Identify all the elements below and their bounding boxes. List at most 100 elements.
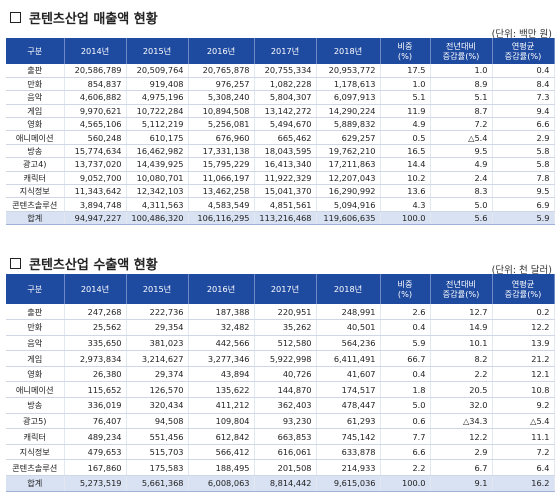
- table-cell: 336,019: [64, 397, 127, 414]
- column-header: 2016년: [188, 274, 255, 304]
- table-cell: 21.2: [492, 350, 555, 367]
- table-row: 콘텐츠솔루션 167,860 175,583 188,495 201,508 214,93…: [6, 459, 555, 477]
- table-cell: 40,501: [316, 319, 381, 336]
- column-header: 비중 (%): [380, 38, 431, 64]
- table-cell: 11,343,642: [64, 184, 127, 199]
- row-label: 캐릭터: [6, 171, 65, 186]
- table-cell: 5,922,998: [254, 350, 317, 367]
- row-label: 출판: [6, 64, 65, 78]
- table-cell: 478,447: [316, 397, 381, 414]
- table-cell: 20,755,334: [254, 64, 317, 78]
- table-cell: 9,970,621: [64, 104, 127, 119]
- table-cell: 10.8: [492, 381, 555, 399]
- table-cell: 479,653: [64, 444, 127, 461]
- table-cell: 17,211,863: [316, 157, 381, 172]
- table-cell: 5.0: [380, 397, 431, 414]
- table-cell: 61,293: [316, 413, 381, 430]
- table-cell: 610,175: [126, 130, 189, 145]
- table-cell: 9.1: [430, 475, 493, 492]
- row-label: 영화: [6, 117, 65, 132]
- table-cell: 14,290,224: [316, 104, 381, 119]
- table-cell: 16.5: [380, 144, 431, 159]
- table-row: 영화 4,565,106 5,112,219 5,256,081 5,494,670 5,…: [6, 117, 555, 132]
- table-cell: 4,975,196: [126, 90, 189, 105]
- table-cell: △5.4: [430, 130, 493, 145]
- row-label: 콘텐츠솔루션: [6, 197, 65, 212]
- row-label: 음악: [6, 335, 65, 352]
- table-cell: 9,615,036: [316, 475, 381, 492]
- table-cell: 94,508: [126, 413, 189, 430]
- table-cell: 115,652: [64, 381, 127, 399]
- table-cell: 0.4: [492, 64, 555, 78]
- row-label: 합계: [6, 211, 65, 226]
- table-cell: △5.4: [492, 413, 555, 430]
- table-cell: 15,774,634: [64, 144, 127, 159]
- table-row: 합계 94,947,227 100,486,320 106,116,295 113,21…: [6, 211, 555, 226]
- table-cell: 20,765,878: [188, 64, 255, 78]
- table-cell: 10,080,701: [126, 171, 189, 186]
- table-cell: 10.1: [430, 335, 493, 352]
- table-cell: 3,277,346: [188, 350, 255, 367]
- table-cell: 8.2: [430, 350, 493, 367]
- table-cell: 2,973,834: [64, 350, 127, 367]
- exports-title-row: 콘텐츠산업 수출액 현황: [0, 248, 560, 278]
- table-cell: 0.4: [380, 366, 431, 383]
- table-cell: 9.2: [492, 397, 555, 414]
- table-cell: 6.4: [492, 459, 555, 477]
- table-cell: 5.8: [492, 157, 555, 172]
- column-header: 2015년: [126, 274, 189, 304]
- table-row: 만화 25,562 29,354 32,482 35,262 40,501 0.4 14.9 1…: [6, 319, 555, 336]
- table-cell: 35,262: [254, 319, 317, 336]
- table-cell: 10,722,284: [126, 104, 189, 119]
- table-cell: 4,851,561: [254, 197, 317, 212]
- table-cell: 5,094,916: [316, 197, 381, 212]
- table-cell: 8.3: [430, 184, 493, 199]
- table-row: 캐릭터 489,234 551,456 612,842 663,853 745,142 7.…: [6, 428, 555, 445]
- table-cell: 15,041,370: [254, 184, 317, 199]
- table-cell: 135,622: [188, 381, 255, 399]
- table-cell: 633,878: [316, 444, 381, 461]
- table-cell: 113,216,468: [254, 211, 317, 226]
- table-cell: 663,853: [254, 428, 317, 445]
- table-cell: 9.5: [430, 144, 493, 159]
- table-cell: 10,894,508: [188, 104, 255, 119]
- table-cell: 106,116,295: [188, 211, 255, 226]
- row-label: 지식정보: [6, 444, 65, 461]
- table-cell: 12,342,103: [126, 184, 189, 199]
- table-cell: 29,354: [126, 319, 189, 336]
- table-cell: 17.5: [380, 64, 431, 78]
- table-cell: 616,061: [254, 444, 317, 461]
- table-cell: 854,837: [64, 77, 127, 92]
- table-cell: 976,257: [188, 77, 255, 92]
- table-cell: 7.8: [492, 171, 555, 186]
- table-cell: 174,517: [316, 381, 381, 399]
- table-cell: 11.9: [380, 104, 431, 119]
- row-label: 방송: [6, 144, 65, 159]
- table-cell: 8.7: [430, 104, 493, 119]
- sales-table-body: 출판 20,586,789 20,509,764 20,765,878 20,755,3…: [6, 64, 555, 226]
- table-cell: 188,495: [188, 459, 255, 477]
- table-cell: 29,374: [126, 366, 189, 383]
- table-cell: 411,212: [188, 397, 255, 414]
- table-cell: 0.2: [492, 304, 555, 321]
- table-cell: 40,726: [254, 366, 317, 383]
- table-cell: 2.4: [430, 171, 493, 186]
- table-cell: 2.9: [492, 130, 555, 145]
- table-row: 음악 4,606,882 4,975,196 5,308,240 5,804,307 6,…: [6, 90, 555, 105]
- table-cell: 13,737,020: [64, 157, 127, 172]
- table-cell: 5,494,670: [254, 117, 317, 132]
- sales-header-row: 구분 2014년 2015년 2016년 2017년 2018년 비중 (%) 전년대비 증감률(…: [6, 38, 555, 64]
- table-cell: 8.4: [492, 77, 555, 92]
- table-row: 지식정보 11,343,642 12,342,103 13,462,258 15,041…: [6, 184, 555, 199]
- column-header: 전년대비 증감률(%): [430, 38, 493, 64]
- table-cell: 362,403: [254, 397, 317, 414]
- table-cell: 41,607: [316, 366, 381, 383]
- table-cell: 2.2: [380, 459, 431, 477]
- table-row: 영화 26,380 29,374 43,894 40,726 41,607 0.4 2.2 12…: [6, 366, 555, 383]
- exports-title-text: 콘텐츠산업 수출액 현황: [29, 258, 158, 273]
- table-cell: 1,082,228: [254, 77, 317, 92]
- table-cell: 109,804: [188, 413, 255, 430]
- table-cell: 5.9: [492, 211, 555, 226]
- table-cell: 4,606,882: [64, 90, 127, 105]
- table-cell: 20.5: [430, 381, 493, 399]
